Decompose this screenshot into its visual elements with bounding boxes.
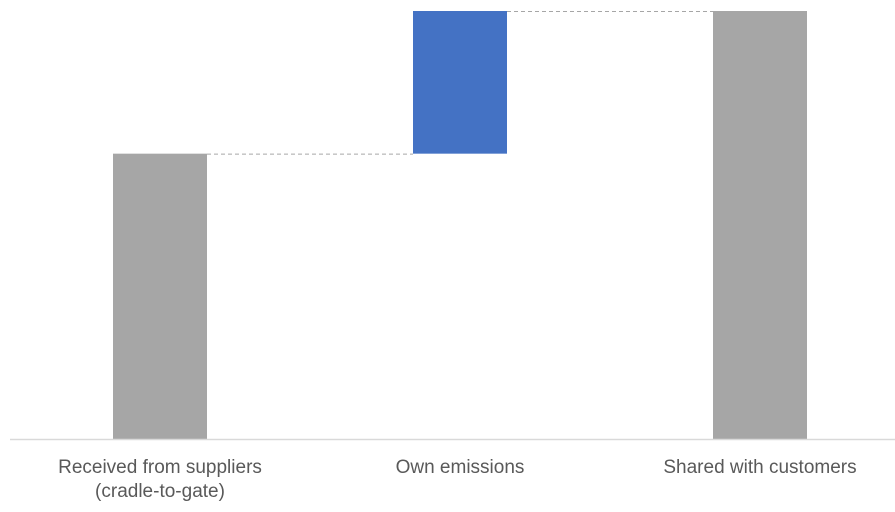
- category-label-line: (cradle-to-gate): [95, 481, 225, 502]
- category-label-line: Received from suppliers: [58, 457, 262, 478]
- total-bar: [113, 153, 207, 439]
- category-label: Own emissions: [320, 456, 600, 480]
- increase-bar: [413, 11, 507, 154]
- category-label-line: Own emissions: [395, 457, 525, 478]
- category-label: Shared with customers: [620, 456, 895, 480]
- category-label-line: Shared with customers: [663, 457, 857, 478]
- category-label: Received from suppliers (cradle-to-gate): [20, 456, 300, 504]
- total-bar: [713, 11, 807, 439]
